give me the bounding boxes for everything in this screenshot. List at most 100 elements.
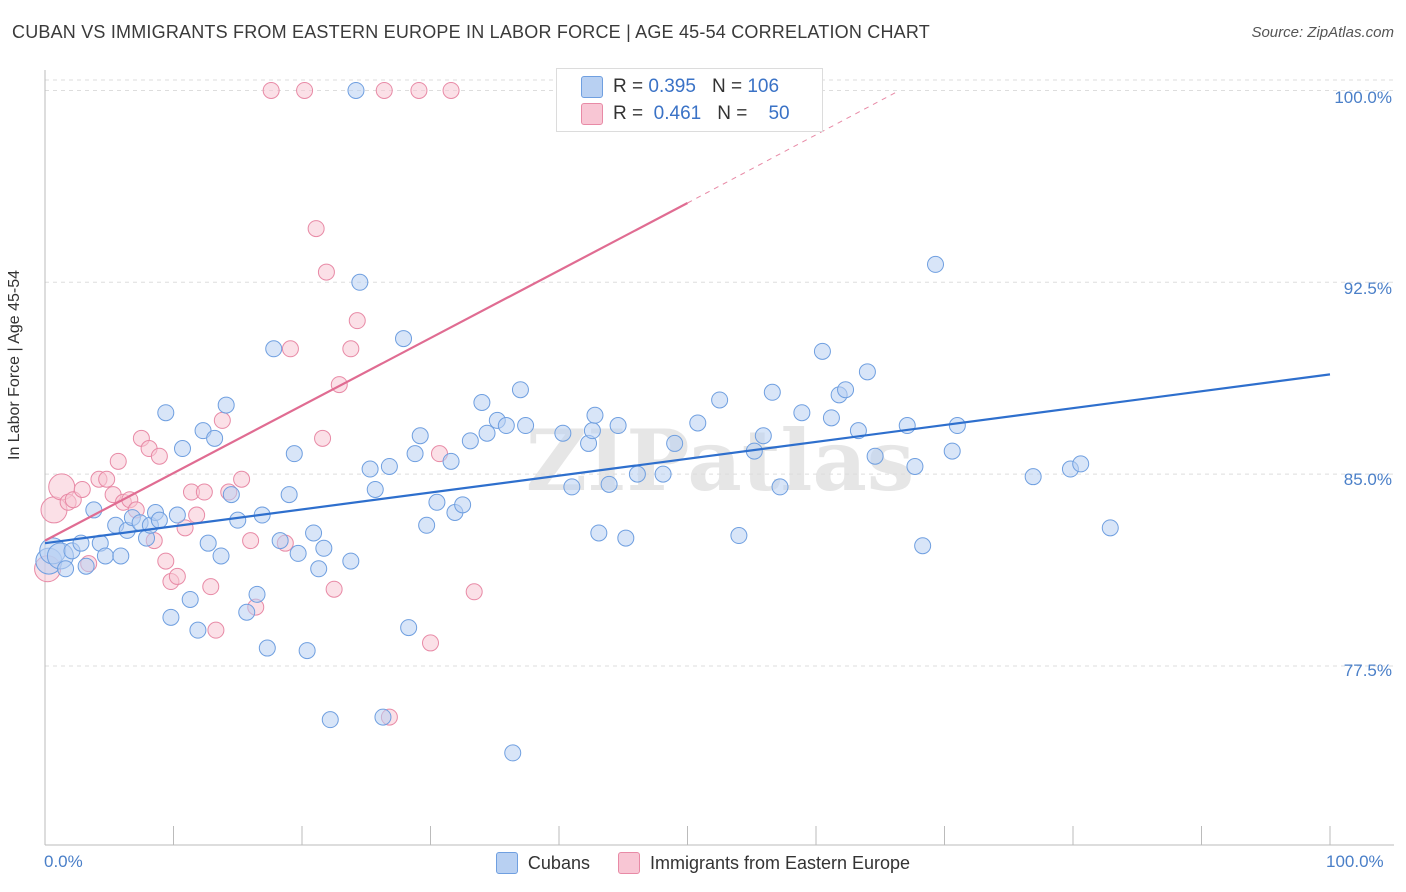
cuban-point-11 bbox=[112, 547, 130, 565]
cuban-point-78 bbox=[617, 529, 635, 547]
immigrant-point-20 bbox=[168, 567, 186, 585]
cuban-point-42 bbox=[305, 524, 323, 542]
cuban-point-100 bbox=[927, 255, 945, 273]
cuban-point-53 bbox=[395, 330, 413, 348]
immigrants-legend-swatch bbox=[617, 852, 640, 874]
cuban-point-79 bbox=[628, 465, 646, 483]
immigrant-point-23 bbox=[188, 506, 206, 524]
cuban-point-48 bbox=[351, 273, 369, 291]
cuban-point-69 bbox=[517, 417, 535, 435]
cuban-point-31 bbox=[229, 511, 247, 529]
immigrant-point-38 bbox=[317, 263, 335, 281]
cuban-point-39 bbox=[285, 445, 303, 463]
cuban-point-71 bbox=[563, 478, 581, 496]
cubans-trend-line bbox=[44, 373, 1331, 545]
cuban-point-94 bbox=[849, 422, 867, 440]
immigrant-point-32 bbox=[262, 81, 280, 99]
immigrants-trend-extension bbox=[687, 90, 900, 204]
cuban-point-63 bbox=[473, 394, 491, 412]
immigrant-point-48 bbox=[442, 81, 460, 99]
y-tick-label-100: 100.0% bbox=[1334, 88, 1392, 107]
x-tick-label-100: 100.0% bbox=[1326, 852, 1384, 871]
immigrant-point-37 bbox=[314, 429, 332, 447]
y-tick-label-92-5: 92.5% bbox=[1343, 279, 1392, 298]
cuban-point-6 bbox=[77, 557, 95, 575]
x-tick-label-0: 0.0% bbox=[44, 852, 83, 871]
cuban-point-3 bbox=[57, 560, 75, 578]
immigrant-point-5 bbox=[73, 480, 91, 498]
immigrant-point-26 bbox=[207, 621, 225, 639]
cuban-point-51 bbox=[374, 708, 392, 726]
cuban-point-54 bbox=[400, 619, 418, 637]
legend-label-immigrants: Immigrants from Eastern Europe bbox=[649, 852, 911, 873]
cuban-point-49 bbox=[361, 460, 379, 478]
legend-label-cubans: Cubans bbox=[527, 852, 590, 873]
cuban-point-58 bbox=[428, 493, 446, 511]
stats-legend: R = 0.395 N = 106 R = 0.461 N = 50 bbox=[556, 68, 823, 132]
cuban-point-50 bbox=[366, 480, 384, 498]
chart-title: CUBAN VS IMMIGRANTS FROM EASTERN EUROPE … bbox=[12, 22, 930, 42]
cuban-point-75 bbox=[590, 524, 608, 542]
cuban-point-21 bbox=[168, 506, 186, 524]
n-value-cubans: 106 bbox=[747, 76, 780, 97]
cuban-point-41 bbox=[298, 642, 316, 660]
cuban-point-76 bbox=[600, 475, 618, 493]
legend-item-immigrants: Immigrants from Eastern Europe bbox=[617, 852, 911, 874]
immigrant-point-39 bbox=[325, 580, 343, 598]
r-value-cubans: 0.395 bbox=[648, 76, 696, 97]
cubans-swatch bbox=[581, 76, 603, 98]
cuban-point-74 bbox=[586, 406, 604, 424]
cuban-point-40 bbox=[289, 544, 307, 562]
cuban-point-77 bbox=[609, 417, 627, 435]
cuban-point-106 bbox=[1101, 519, 1119, 537]
immigrant-point-40 bbox=[330, 376, 348, 394]
cuban-point-70 bbox=[554, 424, 572, 442]
cuban-point-9 bbox=[96, 547, 114, 565]
cuban-point-87 bbox=[763, 383, 781, 401]
immigrant-point-17 bbox=[150, 447, 168, 465]
cuban-point-59 bbox=[442, 452, 460, 470]
cuban-point-82 bbox=[689, 414, 707, 432]
r-value-immigrants: 0.461 bbox=[653, 103, 702, 124]
cuban-point-29 bbox=[217, 396, 235, 414]
cuban-point-36 bbox=[265, 340, 283, 358]
cuban-point-80 bbox=[654, 465, 672, 483]
cuban-point-18 bbox=[150, 511, 168, 529]
y-tick-label-77-5: 77.5% bbox=[1343, 661, 1392, 680]
cuban-point-38 bbox=[280, 486, 298, 504]
cuban-point-66 bbox=[497, 417, 515, 435]
cubans-legend-swatch bbox=[495, 852, 518, 874]
cuban-point-33 bbox=[248, 585, 266, 603]
cuban-point-26 bbox=[199, 534, 217, 552]
cuban-point-95 bbox=[858, 363, 876, 381]
cuban-point-99 bbox=[914, 537, 932, 555]
cuban-point-55 bbox=[406, 445, 424, 463]
legend-item-cubans: Cubans bbox=[495, 852, 590, 874]
immigrants-swatch bbox=[581, 103, 603, 125]
cuban-point-46 bbox=[342, 552, 360, 570]
cuban-point-93 bbox=[837, 381, 855, 399]
cuban-point-23 bbox=[181, 590, 199, 608]
cuban-point-61 bbox=[454, 496, 472, 514]
cuban-point-105 bbox=[1072, 455, 1090, 473]
cuban-point-88 bbox=[771, 478, 789, 496]
immigrant-point-34 bbox=[281, 340, 299, 358]
immigrant-point-42 bbox=[348, 312, 366, 330]
cuban-point-37 bbox=[271, 532, 289, 550]
cuban-point-44 bbox=[315, 539, 333, 557]
cuban-point-62 bbox=[461, 432, 479, 450]
immigrant-point-8 bbox=[98, 470, 116, 488]
immigrant-point-41 bbox=[342, 340, 360, 358]
cuban-point-83 bbox=[711, 391, 729, 409]
cuban-point-98 bbox=[906, 457, 924, 475]
immigrant-point-10 bbox=[109, 452, 127, 470]
cuban-point-103 bbox=[1024, 468, 1042, 486]
cuban-point-57 bbox=[418, 516, 436, 534]
cuban-point-102 bbox=[948, 417, 966, 435]
immigrant-point-45 bbox=[410, 81, 428, 99]
cuban-point-81 bbox=[666, 434, 684, 452]
n-label: N = bbox=[717, 103, 748, 124]
immigrant-point-18 bbox=[157, 552, 175, 570]
cuban-point-24 bbox=[189, 621, 207, 639]
